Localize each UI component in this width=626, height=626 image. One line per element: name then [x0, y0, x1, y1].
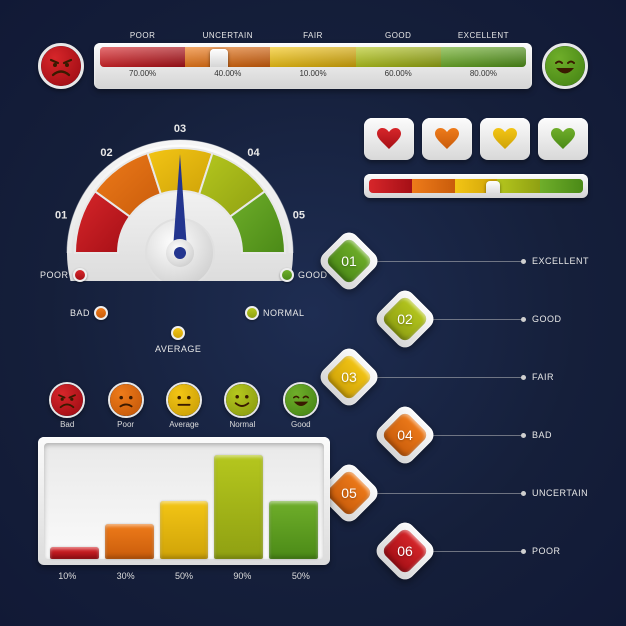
heart-tile[interactable]: [364, 118, 414, 160]
top-label: POOR: [100, 31, 185, 40]
satisfaction-gauge: 0102030405 POORBADAVERAGENORMALGOOD: [40, 108, 320, 333]
heart-rating-row: [364, 118, 588, 160]
gauge-legend-item: GOOD: [280, 268, 328, 282]
gauge-tick: 04: [247, 147, 260, 159]
step-diamond[interactable]: 01: [322, 234, 376, 288]
bar-value: 10%: [38, 571, 96, 581]
heart-tile[interactable]: [538, 118, 588, 160]
bar: [50, 547, 99, 559]
bar-label: Bad: [38, 418, 96, 429]
step-row: 02 GOOD: [322, 290, 592, 348]
gradient-slider[interactable]: [364, 174, 588, 198]
step-number: 03: [322, 350, 376, 404]
step-row: 03 FAIR: [322, 348, 592, 406]
bar: [269, 501, 318, 559]
bar-label: Normal: [213, 418, 271, 429]
step-diamond[interactable]: 05: [322, 466, 376, 520]
heart-icon: [377, 128, 401, 150]
top-label: FAIR: [270, 31, 355, 40]
top-value: 70.00%: [100, 69, 185, 78]
bar-label: Average: [155, 418, 213, 429]
heart-icon: [493, 128, 517, 150]
step-label: GOOD: [532, 314, 592, 324]
step-label: EXCELLENT: [532, 256, 592, 266]
mood-face-icon: [166, 382, 202, 418]
gauge-legend-item: NORMAL: [245, 306, 305, 320]
step-number: 02: [378, 292, 432, 346]
bar-label: Good: [272, 418, 330, 429]
step-diamond[interactable]: 03: [322, 350, 376, 404]
gauge-legend-item: POOR: [40, 268, 87, 282]
rating-bar-chart: BadPoorAverageNormalGood 10%30%50%90%50%: [38, 382, 330, 592]
step-row: 06 POOR: [322, 522, 592, 580]
gauge-tick: 05: [293, 209, 305, 221]
step-number: 04: [378, 408, 432, 462]
step-number: 05: [322, 466, 376, 520]
top-value: 80.00%: [441, 69, 526, 78]
step-label: POOR: [532, 546, 592, 556]
step-number: 06: [378, 524, 432, 578]
bar: [105, 524, 154, 559]
heart-icon: [435, 128, 459, 150]
angry-face-icon: [38, 43, 84, 89]
step-label: BAD: [532, 430, 592, 440]
step-diamond[interactable]: 02: [378, 292, 432, 346]
gauge-tick: 03: [174, 123, 186, 135]
mood-face-icon: [283, 382, 319, 418]
heart-icon: [551, 128, 575, 150]
slider-knob[interactable]: [486, 181, 500, 193]
step-diamond[interactable]: 04: [378, 408, 432, 462]
bar-value: 90%: [213, 571, 271, 581]
top-label: UNCERTAIN: [185, 31, 270, 40]
gauge-legend-item: AVERAGE: [155, 326, 201, 354]
top-value: 10.00%: [270, 69, 355, 78]
top-label: GOOD: [356, 31, 441, 40]
mood-face-icon: [224, 382, 260, 418]
slider-knob[interactable]: [210, 49, 228, 67]
gauge-tick: 01: [55, 209, 67, 221]
step-label: FAIR: [532, 372, 592, 382]
rating-steps: 01 EXCELLENT 02 GOOD 03 FAIR: [322, 232, 592, 580]
heart-tile[interactable]: [480, 118, 530, 160]
step-number: 01: [322, 234, 376, 288]
rating-slider[interactable]: POORUNCERTAINFAIRGOODEXCELLENT 70.00%40.…: [94, 43, 532, 89]
bar-label: Poor: [96, 418, 154, 429]
gauge-tick: 02: [100, 147, 112, 159]
bar-value: 50%: [155, 571, 213, 581]
step-diamond[interactable]: 06: [378, 524, 432, 578]
mood-face-icon: [108, 382, 144, 418]
step-row: 01 EXCELLENT: [322, 232, 592, 290]
step-label: UNCERTAIN: [532, 488, 592, 498]
bar-value: 30%: [96, 571, 154, 581]
happy-face-icon: [542, 43, 588, 89]
heart-tile[interactable]: [422, 118, 472, 160]
top-label: EXCELLENT: [441, 31, 526, 40]
mood-face-icon: [49, 382, 85, 418]
step-row: 05 UNCERTAIN: [322, 464, 592, 522]
top-rating-bar: POORUNCERTAINFAIRGOODEXCELLENT 70.00%40.…: [38, 30, 588, 102]
step-row: 04 BAD: [322, 406, 592, 464]
gauge-legend-item: BAD: [70, 306, 108, 320]
bar: [160, 501, 209, 559]
top-value: 60.00%: [356, 69, 441, 78]
bar: [214, 455, 263, 559]
top-value: 40.00%: [185, 69, 270, 78]
bar-value: 50%: [272, 571, 330, 581]
